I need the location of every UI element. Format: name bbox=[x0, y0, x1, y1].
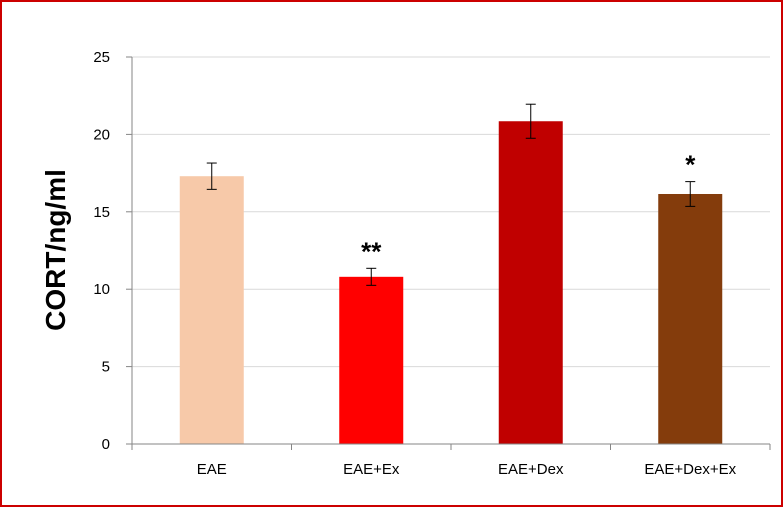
tick-labels: 0 5 10 15 20 25 EAE EAE+Ex ** EAE+Dex EAE+Dex+Ex * bbox=[93, 49, 736, 478]
bar-eae-ex bbox=[339, 276, 404, 444]
y-tick-label: 20 bbox=[93, 126, 110, 143]
axes bbox=[126, 56, 771, 450]
y-tick-label: 0 bbox=[102, 436, 110, 453]
y-tick-label: 10 bbox=[93, 281, 110, 298]
significance-marker: * bbox=[685, 150, 696, 180]
x-tick-label: EAE+Ex bbox=[343, 461, 400, 478]
y-axis-label: CORT/ng/ml bbox=[40, 169, 71, 331]
bar-eae-dex-ex bbox=[658, 193, 723, 444]
y-tick-label: 15 bbox=[93, 204, 110, 221]
significance-marker: ** bbox=[361, 236, 382, 266]
bar-eae-dex bbox=[498, 121, 563, 444]
x-tick-label: EAE bbox=[197, 461, 227, 478]
y-tick-label: 25 bbox=[93, 49, 110, 66]
bar-eae bbox=[179, 176, 244, 445]
bars bbox=[179, 103, 723, 445]
y-tick-label: 5 bbox=[102, 359, 110, 376]
x-tick-label: EAE+Dex+Ex bbox=[644, 461, 736, 478]
x-tick-label: EAE+Dex bbox=[498, 461, 564, 478]
